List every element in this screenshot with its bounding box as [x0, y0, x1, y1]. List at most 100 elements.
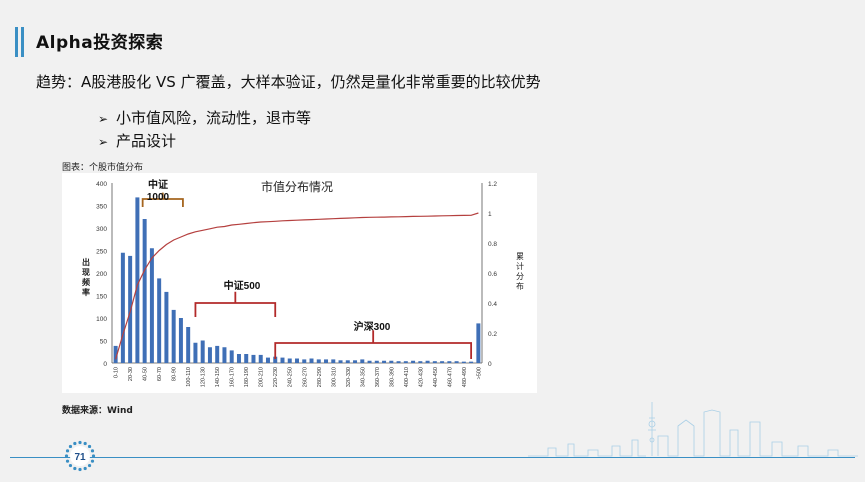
page-number-badge: 71: [64, 440, 96, 472]
y2-tick-label: 1.2: [488, 181, 497, 188]
badge-dot: [87, 463, 92, 468]
annotation-csi1000-number: 1000: [147, 192, 170, 203]
footer-divider: [10, 457, 855, 458]
y2-axis-label-char: 分: [516, 272, 524, 281]
bar: [432, 361, 437, 363]
subtitle: 趋势：A股港股化 VS 广覆盖，大样本验证，仍然是量化非常重要的比较优势: [36, 73, 541, 91]
y-tick-label: 150: [96, 294, 107, 301]
y2-axis-label-char: 累: [516, 252, 524, 261]
badge-dot: [65, 449, 70, 453]
bar: [461, 361, 466, 363]
y-tick-label: 200: [96, 271, 107, 278]
bar: [440, 361, 445, 363]
x-tick-label: 100-110: [186, 367, 192, 387]
page-number: 71: [74, 452, 86, 463]
y2-tick-label: 1: [488, 211, 492, 218]
bar: [258, 354, 263, 363]
bar: [360, 359, 365, 363]
x-tick-label: 400-410: [404, 367, 410, 387]
bar: [157, 278, 162, 363]
x-tick-label: 480-490: [462, 367, 468, 387]
x-tick-label: 200-210: [259, 367, 265, 387]
badge-dot: [90, 449, 95, 453]
x-tick-label: 260-270: [302, 367, 308, 387]
bar: [215, 345, 220, 363]
y-axis-label-char: 频: [82, 277, 90, 287]
badge-dot: [83, 466, 87, 471]
bar: [265, 357, 270, 363]
bullet-label: 小市值风险，流动性，退市等: [116, 109, 312, 127]
bar: [469, 361, 474, 363]
data-source: 数据来源：Wind: [62, 406, 133, 416]
x-tick-label: 120-130: [201, 367, 207, 387]
x-tick-label: 0-10: [114, 367, 120, 378]
bar: [273, 356, 278, 363]
x-tick-label: 360-370: [375, 367, 381, 387]
y-tick-label: 250: [96, 249, 107, 256]
cumulative-line: [115, 212, 479, 360]
annotation-csi1000-label: 中证: [148, 178, 168, 191]
title-accent-bar-1: [15, 27, 18, 57]
bar: [454, 361, 459, 363]
bar: [389, 360, 394, 363]
bar: [178, 318, 183, 363]
bar: [338, 360, 343, 363]
bar: [149, 248, 154, 363]
y2-tick-label: 0.8: [488, 241, 497, 248]
bar: [316, 359, 321, 363]
bar: [193, 342, 198, 363]
x-tick-label: 20-30: [128, 367, 134, 381]
y-tick-label: 100: [96, 316, 107, 323]
badge-dot: [73, 466, 77, 471]
bar: [222, 347, 227, 363]
x-tick-label: 220-230: [273, 367, 279, 387]
bar: [295, 358, 299, 363]
badge-dot: [78, 440, 82, 445]
bar: [280, 357, 285, 363]
bar: [142, 219, 147, 363]
bar: [353, 360, 358, 363]
bar: [171, 309, 176, 363]
x-tick-label: >500: [476, 367, 482, 379]
bar: [367, 360, 372, 363]
bar: [476, 323, 481, 363]
x-tick-label: 380-390: [389, 367, 395, 387]
bar: [345, 360, 350, 363]
annotation-csi300-label: 沪深300: [354, 320, 391, 333]
bar: [244, 354, 249, 363]
bar: [200, 340, 205, 363]
bar: [236, 354, 241, 363]
x-tick-label: 60-70: [157, 367, 163, 381]
x-tick-label: 320-330: [346, 367, 352, 387]
bar: [374, 360, 379, 363]
badge-dot: [73, 441, 77, 446]
title-accent-bar-2: [21, 27, 24, 57]
chart-container: 0 50 100 150 200 250 300 350 400 0 0.2 0.4 0.6 0.8 1 1.…: [62, 173, 537, 393]
market-cap-distribution-chart: 0 50 100 150 200 250 300 350 400 0 0.2 0.4 0.6 0.8 1 1.…: [82, 178, 524, 387]
x-tick-label: 160-170: [230, 367, 236, 387]
x-tick-label: 280-290: [317, 367, 323, 387]
badge-dot: [68, 463, 73, 468]
x-tick-label: 180-190: [244, 367, 250, 387]
arrow-bullet-icon: ➢: [98, 112, 109, 126]
bullet-item: ➢ 产品设计: [98, 130, 311, 153]
x-tick-label: 140-150: [215, 367, 221, 387]
x-tick-label: 460-470: [447, 367, 453, 387]
bar: [287, 358, 292, 363]
page-title: Alpha投资探索: [36, 33, 164, 53]
bar: [113, 345, 118, 363]
y-tick-label: 50: [100, 339, 108, 346]
csi1000-bracket: [141, 192, 184, 207]
y2-tick-label: 0.4: [488, 301, 497, 308]
y-axis-label-char: 出: [82, 257, 90, 267]
y2-tick-label: 0: [488, 361, 492, 368]
bar: [382, 360, 387, 363]
bar: [186, 327, 191, 363]
bar: [425, 360, 430, 363]
csi300-bracket: [274, 330, 473, 359]
bar: [447, 361, 452, 363]
bar: [229, 350, 234, 363]
bullet-list: ➢ 小市值风险，流动性，退市等 ➢ 产品设计: [98, 107, 311, 153]
city-skyline-decoration: [528, 402, 858, 457]
x-tick-label: 440-450: [433, 367, 439, 387]
